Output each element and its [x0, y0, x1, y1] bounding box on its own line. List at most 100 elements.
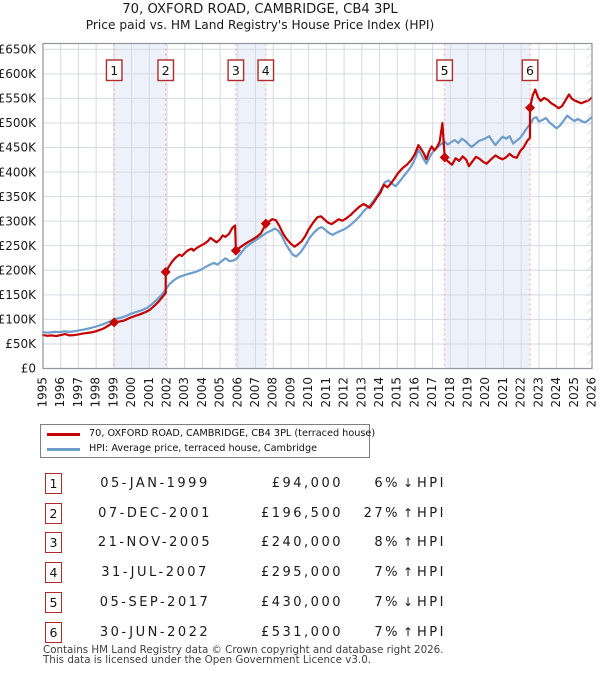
y-tick-label: £0: [21, 362, 36, 376]
plot-frame: [42, 42, 593, 370]
sale-number-badge: 6: [45, 622, 62, 643]
sale-hpi-label: HPI: [417, 505, 446, 521]
x-tick-label: 2010: [301, 377, 315, 408]
sale-number-badge: 2: [45, 502, 62, 524]
x-tick-label: 2001: [142, 377, 156, 408]
sale-number-box-label: 4: [262, 63, 270, 78]
sale-price: £531,000: [260, 625, 343, 640]
sale-date: 21-NOV-2005: [97, 535, 213, 550]
sale-hpi-label: HPI: [417, 535, 446, 550]
x-tick-label: 2000: [124, 377, 138, 408]
x-tick-label: 2012: [337, 377, 351, 408]
y-tick-label: £300K: [0, 214, 37, 228]
x-tick-label: 1999: [106, 377, 120, 408]
sale-date: 05-SEP-2017: [99, 595, 211, 610]
sale-number-box-label: 6: [526, 63, 534, 78]
page-title: 70, OXFORD ROAD, CAMBRIDGE, CB4 3PL: [122, 2, 398, 17]
hpi-delta-arrow-icon: ↓: [402, 476, 414, 490]
property-price-line: [41, 88, 593, 338]
table-row: 3 21-NOV-2005 £240,000 8% ↑ HPI: [0, 532, 600, 553]
x-tick-label: 2019: [461, 377, 475, 408]
license-footer: Contains HM Land Registry data © Crown c…: [43, 645, 444, 666]
sale-number-box-label: 5: [441, 63, 449, 78]
legend-label: HPI: Average price, terraced house, Camb…: [89, 443, 318, 454]
sale-hpi-label: HPI: [417, 625, 446, 640]
x-tick-label: 2021: [496, 377, 510, 408]
footer-line-1: Contains HM Land Registry data © Crown c…: [43, 644, 444, 656]
table-row: 5 05-SEP-2017 £430,000 7% ↓ HPI: [0, 592, 600, 613]
sale-date: 31-JUL-2007: [101, 565, 209, 580]
sale-price: £196,500: [260, 505, 343, 521]
ownership-band: [444, 43, 531, 369]
sale-number-badge: 3: [45, 532, 62, 553]
ownership-band: [235, 43, 266, 369]
sale-hpi-label: HPI: [417, 595, 446, 610]
legend-label: 70, OXFORD ROAD, CAMBRIDGE, CB4 3PL (ter…: [89, 428, 376, 439]
sale-date: 07-DEC-2001: [98, 505, 212, 521]
sale-point-marker: [160, 267, 171, 278]
x-tick-label: 2009: [283, 377, 297, 408]
hpi-delta-arrow-icon: ↑: [402, 535, 414, 549]
sale-date: 30-JUN-2022: [99, 625, 211, 640]
sale-hpi-delta: 8%: [374, 535, 400, 550]
x-tick-label: 2017: [425, 377, 439, 408]
x-tick-label: 2023: [531, 377, 545, 408]
sale-number-badge: 5: [45, 592, 62, 613]
x-tick-label: 1996: [53, 377, 67, 408]
sale-point-marker: [525, 102, 536, 113]
x-tick-label: 2003: [177, 377, 191, 408]
future-data-hatch: [587, 44, 592, 368]
hpi-line: [41, 114, 593, 334]
y-tick-label: £450K: [0, 141, 37, 155]
sale-hpi-delta: 7%: [374, 565, 400, 580]
x-tick-label: 2014: [372, 377, 386, 408]
x-tick-label: 2018: [443, 377, 457, 408]
sale-number-box: [436, 59, 454, 82]
y-tick-label: £550K: [0, 92, 37, 106]
x-tick-label: 2002: [159, 377, 173, 408]
y-tick-label: £50K: [5, 337, 37, 351]
sale-price: £430,000: [260, 595, 343, 610]
sale-hpi-label: HPI: [417, 476, 446, 491]
x-tick-label: 2025: [567, 377, 581, 408]
table-row: 1 05-JAN-1999 £94,000 6% ↓ HPI: [0, 473, 600, 494]
sale-number-box-label: 3: [232, 63, 240, 78]
table-row: 2 07-DEC-2001 £196,500 27% ↑ HPI: [0, 502, 600, 524]
y-tick-label: £350K: [0, 190, 37, 204]
table-row: 6 30-JUN-2022 £531,000 7% ↑ HPI: [0, 622, 600, 643]
sale-number-box: [105, 59, 123, 82]
x-tick-label: 2005: [213, 377, 227, 408]
x-tick-label: 2026: [585, 377, 599, 408]
y-tick-label: £600K: [0, 67, 37, 81]
sale-date: 05-JAN-1999: [100, 476, 210, 491]
hpi-delta-arrow-icon: ↑: [402, 505, 414, 520]
property-line-swatch: [47, 433, 80, 436]
hpi-delta-arrow-icon: ↑: [402, 565, 414, 579]
x-tick-label: 1995: [36, 377, 50, 408]
price-history-chart: 1 2 3 4 5 6 £0 £50K £100K £150K £200K £250K £300K £35…: [0, 42, 599, 408]
sale-point-marker: [230, 245, 241, 256]
sale-hpi-delta: 7%: [374, 595, 400, 610]
y-tick-label: £500K: [0, 116, 37, 130]
sale-hpi-delta: 27%: [363, 505, 400, 521]
x-tick-label: 2008: [266, 377, 280, 408]
hpi-delta-arrow-icon: ↓: [402, 595, 414, 609]
sale-price: £94,000: [271, 476, 343, 491]
x-tick-label: 2007: [248, 377, 262, 408]
x-tick-label: 2011: [319, 377, 333, 408]
legend-item-property: 70, OXFORD ROAD, CAMBRIDGE, CB4 3PL (ter…: [41, 426, 375, 442]
hpi-line-swatch: [47, 448, 80, 451]
y-tick-label: £650K: [0, 43, 37, 57]
sale-hpi-delta: 6%: [374, 476, 400, 491]
sale-number-box-label: 2: [162, 63, 170, 78]
sale-number-box-label: 1: [110, 63, 118, 78]
x-tick-label: 2024: [549, 377, 563, 408]
sale-hpi-label: HPI: [417, 565, 446, 580]
footer-line-2: This data is licensed under the Open Gov…: [43, 654, 372, 667]
y-tick-label: £200K: [0, 263, 37, 277]
sale-price: £295,000: [260, 565, 343, 580]
sale-hpi-delta: 7%: [374, 625, 400, 640]
sale-number-badge: 1: [45, 473, 62, 494]
x-tick-label: 2016: [407, 377, 421, 408]
